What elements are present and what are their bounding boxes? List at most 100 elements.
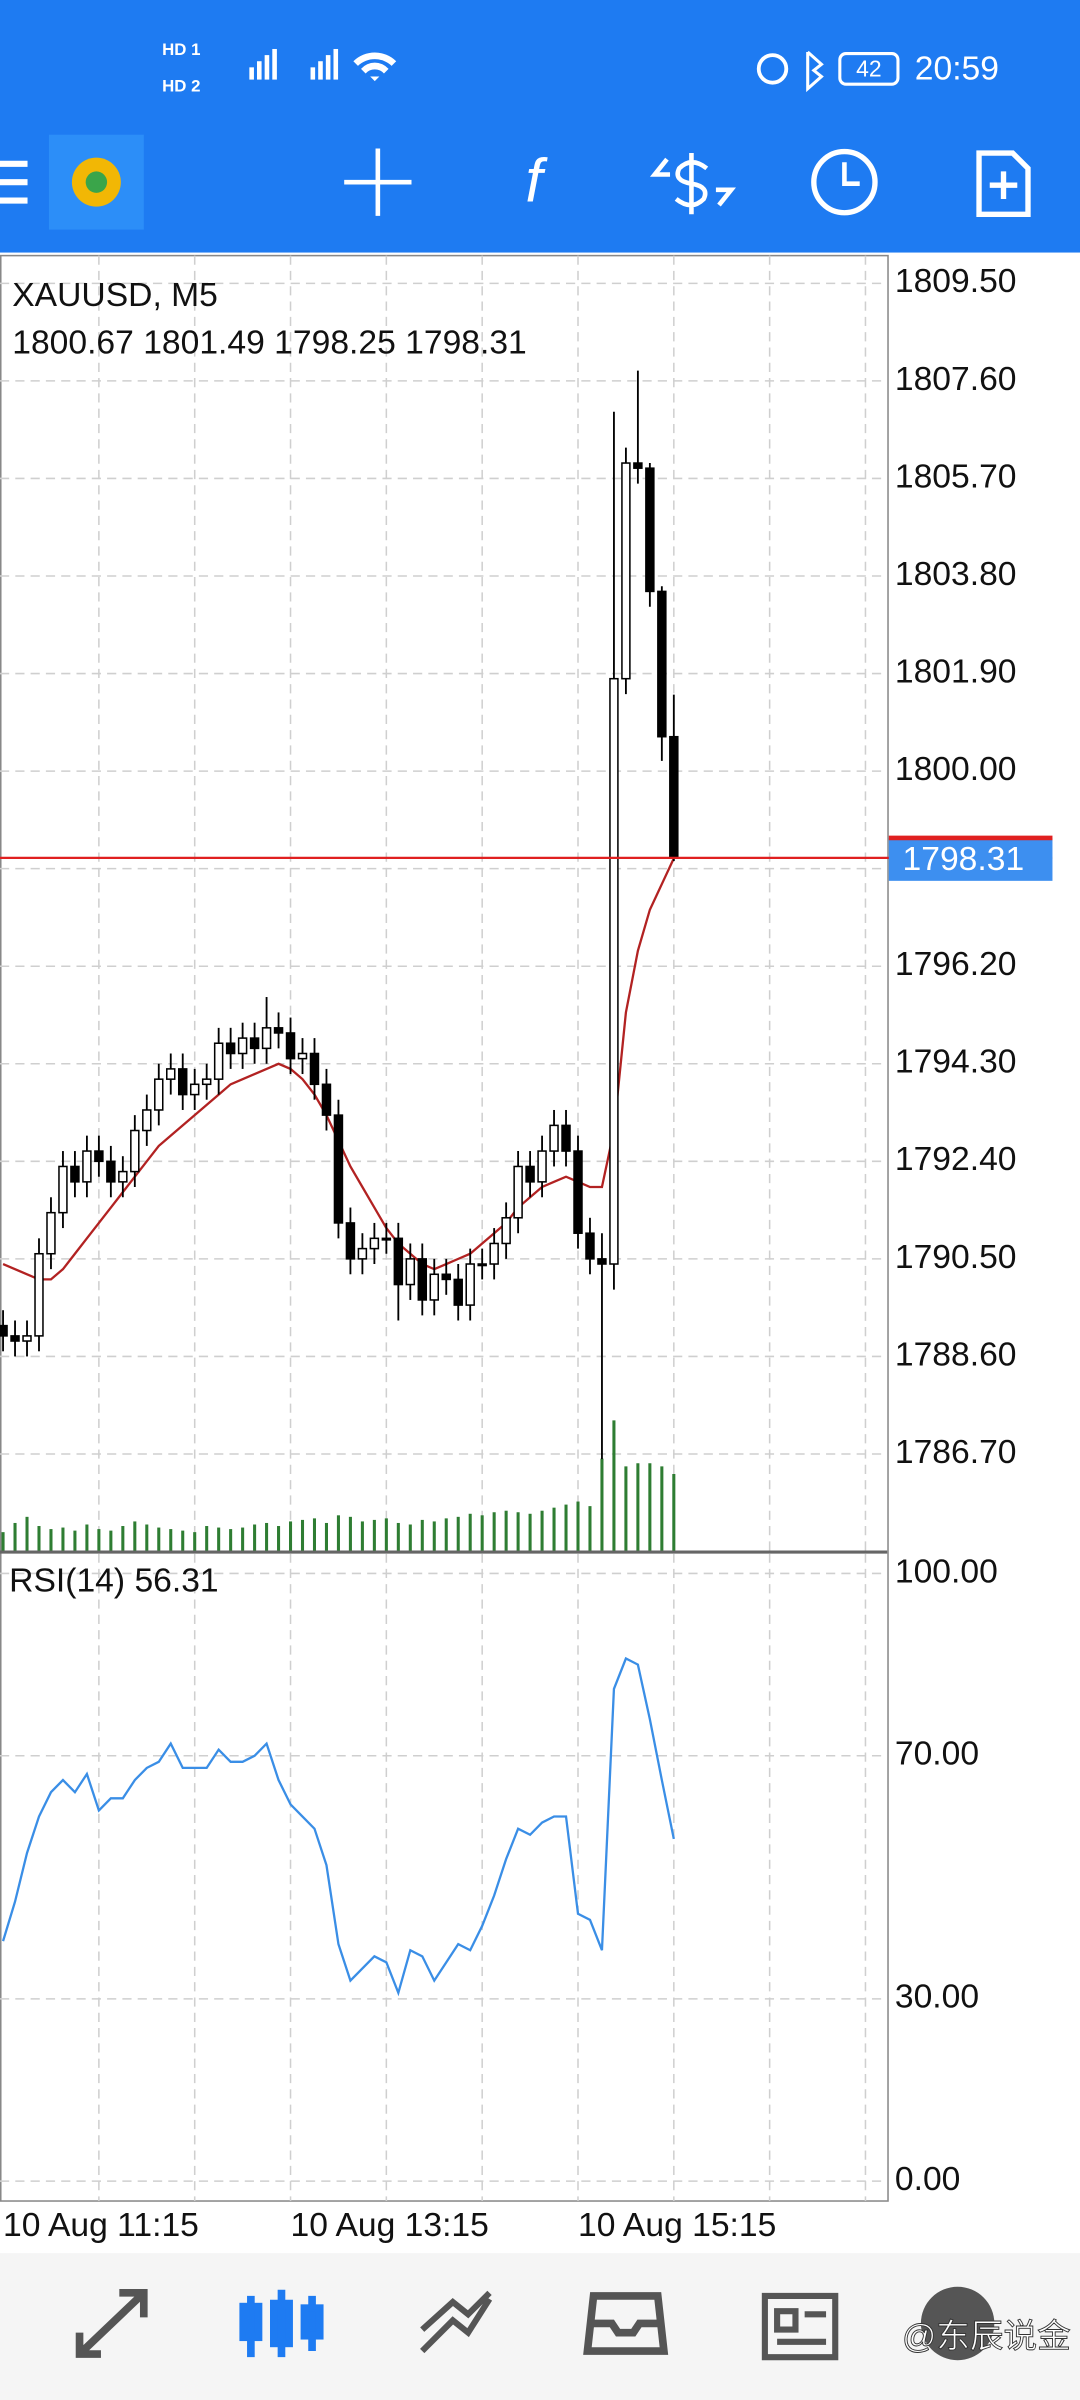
y-tick-label: 1786.70 (895, 1434, 1017, 1471)
candle-body (573, 1150, 583, 1234)
x-tick-label: 10 Aug 15:15 (578, 2207, 776, 2244)
quotes-tab[interactable] (75, 2289, 148, 2358)
candle-body (261, 1027, 272, 1050)
period-button[interactable] (811, 148, 878, 216)
y-tick-label: 1788.60 (895, 1336, 1017, 1373)
y-tick-label: 1801.90 (895, 653, 1017, 690)
clock: 20:59 (915, 50, 999, 87)
candle-body (657, 590, 667, 738)
candle-body (249, 1037, 260, 1050)
watermark: @东辰说金 (902, 2318, 1071, 2356)
candle-body (297, 1052, 308, 1060)
candle-body (58, 1165, 68, 1214)
trade-tab[interactable] (420, 2290, 493, 2354)
candle-body (621, 462, 631, 680)
candle-body (381, 1237, 392, 1241)
candle-body (118, 1170, 128, 1183)
history-tab[interactable] (583, 2292, 669, 2355)
candle-body (345, 1222, 356, 1260)
candle-body (213, 1042, 224, 1080)
sim-label: HD 2 (162, 77, 200, 96)
candle-body (561, 1124, 571, 1152)
grid (0, 255, 888, 2202)
candle-body (417, 1258, 428, 1301)
candle-body (369, 1237, 380, 1250)
candle-body (201, 1078, 212, 1086)
candle-body (669, 735, 679, 859)
candle-body (0, 1324, 8, 1337)
candle-body (154, 1078, 164, 1111)
menu-button[interactable] (0, 160, 28, 204)
y-tick-label: 100.00 (895, 1553, 998, 1590)
y-tick-label: 1809.50 (895, 263, 1017, 300)
y-tick-label: 30.00 (895, 1979, 979, 2016)
candle-body (549, 1124, 559, 1152)
candle-body (453, 1278, 463, 1306)
y-tick-label: 1796.20 (895, 946, 1017, 983)
app-bar (0, 0, 1080, 253)
candle-body (441, 1273, 451, 1281)
candle-body (130, 1129, 140, 1173)
y-tick-label: 0.00 (895, 2161, 960, 2198)
status-icons: HD 1 HD 2 (162, 40, 900, 96)
candle-body (477, 1263, 487, 1267)
chart-frame (0, 254, 889, 2202)
new-order-button[interactable] (976, 150, 1031, 217)
candle-body (465, 1263, 475, 1306)
x-tick-label: 10 Aug 13:15 (291, 2207, 489, 2244)
candle-body (142, 1109, 152, 1132)
candle-body (237, 1037, 248, 1055)
x-tick-label: 10 Aug 11:15 (3, 2207, 199, 2244)
candle-body (597, 1258, 607, 1265)
y-tick-label: 1790.50 (895, 1239, 1017, 1276)
candle-body (333, 1114, 344, 1224)
candle-body (609, 677, 619, 1265)
chart-title: XAUUSD, M5 (12, 277, 218, 314)
y-tick-label: 1805.70 (895, 458, 1017, 495)
news-tab[interactable] (761, 2292, 839, 2361)
candle-body (34, 1252, 44, 1337)
bottom-nav (0, 2253, 1080, 2400)
candle-body (82, 1150, 92, 1183)
candle-body (537, 1150, 547, 1183)
candle-body (106, 1160, 116, 1183)
y-tick-label: 70.00 (895, 1736, 979, 1773)
candle-body (405, 1258, 416, 1286)
y-tick-label: 1807.60 (895, 361, 1017, 398)
candle-body (489, 1242, 499, 1265)
y-tick-label: 1792.40 (895, 1141, 1017, 1178)
candle-body (525, 1165, 535, 1183)
current-price-label: 1798.31 (903, 841, 1025, 878)
candle-body (309, 1052, 320, 1086)
rsi-title: RSI(14) 56.31 (9, 1563, 218, 1600)
nav-icons (75, 2286, 995, 2361)
candle-body (10, 1335, 20, 1342)
trade-button[interactable] (649, 153, 736, 215)
candle-body (645, 467, 655, 593)
candle-body (94, 1150, 104, 1163)
candle-body (585, 1232, 595, 1260)
chart-tab[interactable] (239, 2289, 324, 2358)
sim-label: HD 1 (162, 40, 200, 59)
candle-body (513, 1165, 523, 1219)
labels: 1809.50 1807.60 1805.70 1803.80 1801.90 1800.… (3, 263, 1053, 2244)
candle-body (189, 1083, 200, 1096)
ohlc-summary: 1800.67 1801.49 1798.25 1798.31 (12, 324, 527, 361)
candle-body (357, 1247, 368, 1260)
candle-body (285, 1032, 296, 1060)
candle-body (46, 1211, 56, 1255)
volume (1, 1420, 676, 1551)
candle-body (501, 1217, 511, 1245)
crosshair-button[interactable] (344, 148, 412, 216)
candle-body (633, 462, 643, 469)
candle-body (393, 1237, 404, 1286)
settings-tab[interactable] (920, 2286, 995, 2361)
plot (0, 370, 1053, 1997)
y-tick-label: 1803.80 (895, 556, 1017, 593)
y-tick-label: 1800.00 (895, 751, 1017, 788)
current-price-box (888, 837, 1053, 881)
battery-level: 42 (856, 55, 882, 81)
y-tick-label: 1794.30 (895, 1044, 1017, 1081)
